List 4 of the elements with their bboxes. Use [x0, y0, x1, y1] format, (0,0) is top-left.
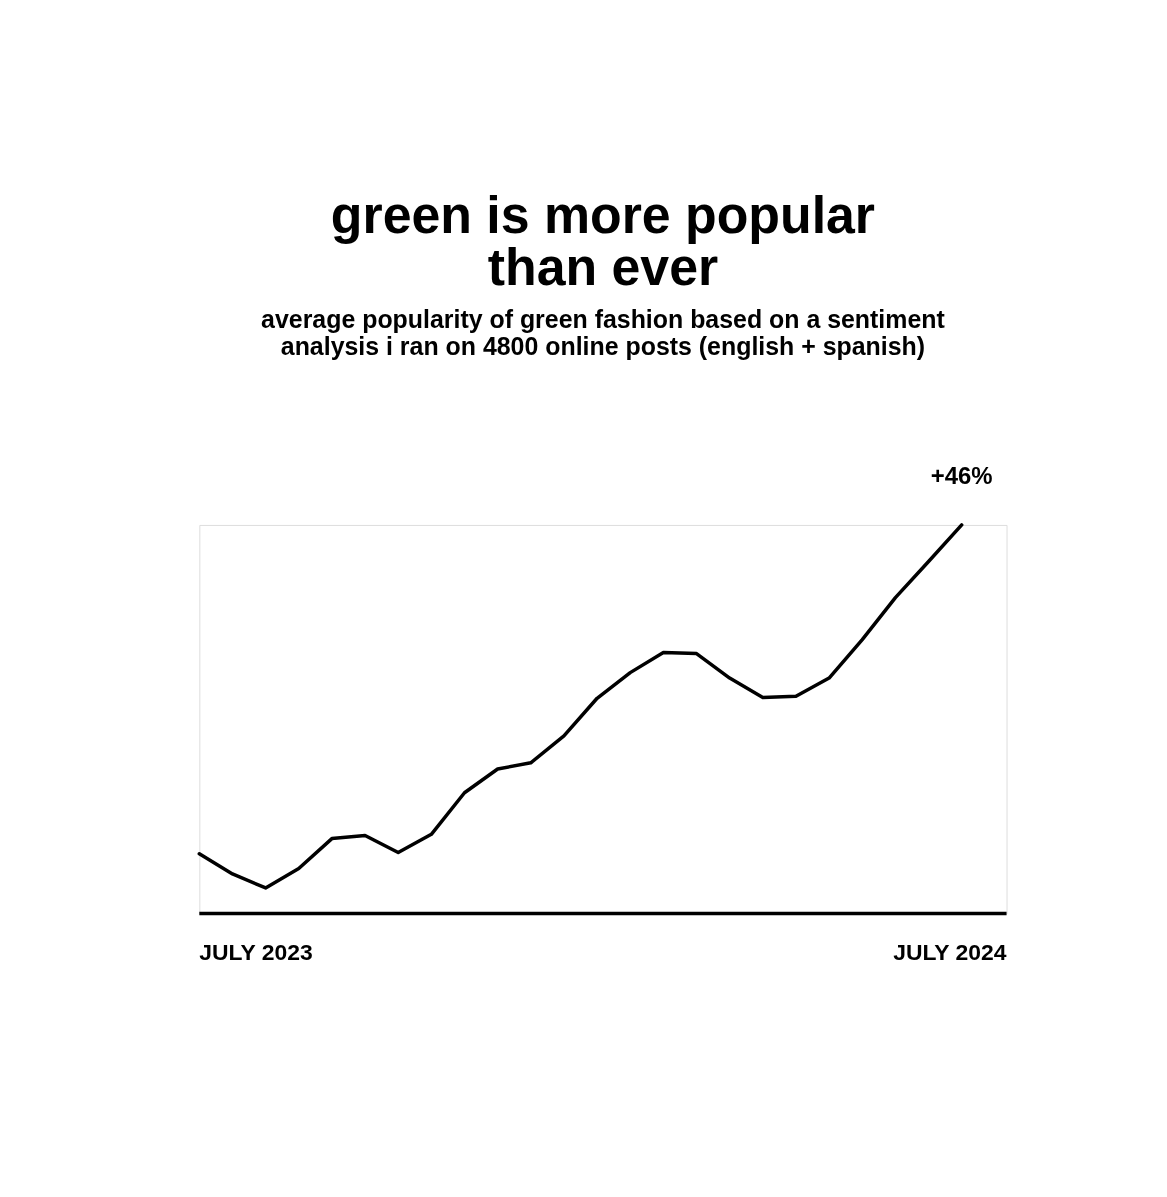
text: JULY 2024: [893, 939, 1007, 966]
text: JULY 2023: [199, 939, 313, 966]
text: average popularity of green fashion based on a sentiment: [261, 304, 945, 333]
text: +46%: [930, 462, 993, 490]
